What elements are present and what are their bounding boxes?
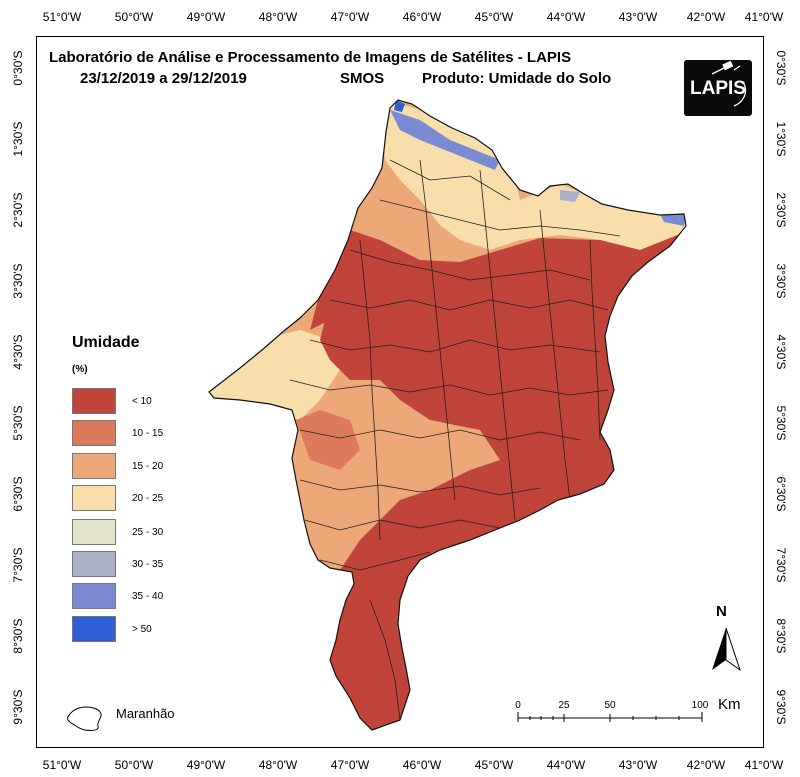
logo-text: LAPIS [690, 78, 746, 99]
map-period: 23/12/2019 a 29/12/2019 [80, 70, 247, 87]
lon-label-top: 51°0'W [42, 10, 82, 24]
moisture-class-gt-50 [394, 100, 405, 112]
legend-swatch [72, 616, 116, 642]
lon-label-bottom: 46°0'W [402, 758, 442, 772]
map-sensor: SMOS [340, 70, 385, 87]
legend-label: 30 - 35 [132, 558, 164, 570]
legend-item: 30 - 35 [72, 551, 163, 577]
legend-title: Umidade [72, 334, 140, 351]
lon-label-top: 50°0'W [114, 10, 154, 24]
lon-label-bottom: 45°0'W [474, 758, 514, 772]
legend-swatch [72, 583, 116, 609]
legend-item: 15 - 20 [72, 453, 163, 479]
lon-label-bottom: 44°0'W [546, 758, 586, 772]
lon-label-bottom: 48°0'W [258, 758, 298, 772]
moisture-class-10-15 [296, 410, 360, 470]
scale-tick-label: 50 [604, 700, 616, 711]
municipality-boundaries [289, 159, 621, 721]
legend-item: < 10 [72, 388, 152, 414]
moisture-class-35-40 [390, 110, 500, 170]
legend-unit: (%) [72, 364, 88, 375]
legend-item: 35 - 40 [72, 583, 163, 609]
legend-label: 20 - 25 [132, 492, 164, 504]
scale-tick-label: 100 [691, 700, 709, 711]
lapis-logo: LAPIS [684, 60, 752, 116]
lon-label-top: 48°0'W [258, 10, 298, 24]
legend-swatch [72, 551, 116, 577]
scale-tick-label: 0 [515, 700, 521, 711]
lon-label-top: 43°0'W [618, 10, 658, 24]
map-product: Produto: Umidade do Solo [422, 70, 612, 87]
legend-label: 15 - 20 [132, 460, 164, 472]
map-title: Laboratório de Análise e Processamento d… [49, 49, 572, 66]
moisture-class-20-25 [209, 330, 340, 420]
legend-swatch [72, 519, 116, 545]
moisture-class-20-25 [380, 100, 686, 250]
lon-label-top: 44°0'W [546, 10, 586, 24]
lon-label-top: 45°0'W [474, 10, 514, 24]
moisture-class-lt-10 [310, 240, 372, 330]
maranhao-shape-icon [67, 706, 102, 731]
legend-label: 25 - 30 [132, 526, 164, 538]
lon-label-top: 41°0'W [744, 10, 784, 24]
lon-label-top: 47°0'W [330, 10, 370, 24]
moisture-class-35-40 [660, 214, 686, 226]
scale-tick-label: 25 [558, 700, 570, 711]
legend-item: 20 - 25 [72, 485, 163, 511]
legend-item: 10 - 15 [72, 420, 163, 446]
lon-label-bottom: 49°0'W [186, 758, 226, 772]
moisture-class-30-35 [560, 190, 580, 202]
lon-label-bottom: 47°0'W [330, 758, 370, 772]
lon-label-top: 42°0'W [686, 10, 726, 24]
lon-label-bottom: 50°0'W [114, 758, 154, 772]
lon-label-top: 46°0'W [402, 10, 442, 24]
legend-swatch [72, 485, 116, 511]
legend-item: > 50 [72, 616, 152, 642]
lon-label-bottom: 43°0'W [618, 758, 658, 772]
legend-item: 25 - 30 [72, 519, 163, 545]
scale-unit: Km [718, 696, 741, 713]
state-outline [208, 99, 687, 731]
legend-label: < 10 [132, 395, 152, 407]
legend-swatch [72, 420, 116, 446]
north-arrow-icon [712, 627, 741, 672]
lon-label-bottom: 51°0'W [42, 758, 82, 772]
legend-swatch [72, 453, 116, 479]
legend-label: > 50 [132, 623, 152, 635]
legend-label: 10 - 15 [132, 427, 164, 439]
state-legend-label: Maranhão [116, 706, 175, 721]
map-frame [36, 36, 764, 748]
satellite-icon [711, 60, 747, 107]
lon-label-bottom: 42°0'W [686, 758, 726, 772]
legend-label: 35 - 40 [132, 590, 164, 602]
lon-label-bottom: 41°0'W [744, 758, 784, 772]
north-label: N [716, 603, 727, 620]
lon-label-top: 49°0'W [186, 10, 226, 24]
scale-bar [517, 712, 703, 722]
legend-swatch [72, 388, 116, 414]
